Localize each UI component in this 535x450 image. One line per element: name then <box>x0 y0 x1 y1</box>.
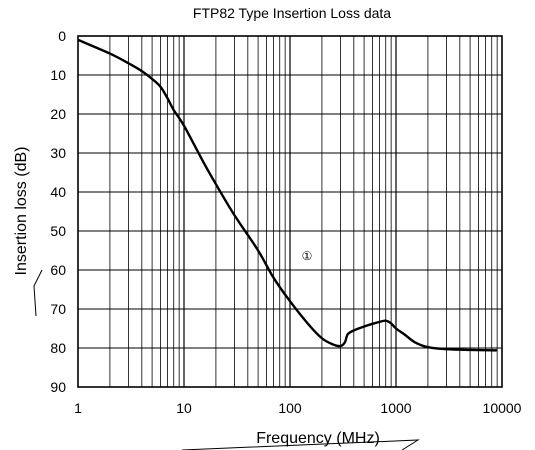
plot-area-frame <box>77 35 503 388</box>
y-tick-label: 60 <box>50 262 66 278</box>
curve-annotation: ① <box>302 249 313 263</box>
x-tick-label: 10000 <box>483 400 522 416</box>
tick-labels: 1 10 100 1000 10000 0 10 20 30 40 50 60 70 80 90 <box>50 28 521 416</box>
x-tick-label: 1000 <box>380 400 411 416</box>
y-label-swoosh <box>33 269 43 317</box>
x-tick-label: 1 <box>74 400 82 416</box>
y-tick-label: 90 <box>50 379 66 395</box>
y-axis-label: Insertion loss (dB) <box>13 147 30 276</box>
x-tick-label: 100 <box>278 400 302 416</box>
y-tick-label: 50 <box>50 223 66 239</box>
y-tick-label: 70 <box>50 301 66 317</box>
chart-title: FTP82 Type Insertion Loss data <box>193 5 391 21</box>
decorative-strokes <box>33 269 420 450</box>
y-tick-label: 30 <box>50 145 66 161</box>
y-tick-label: 0 <box>58 28 66 44</box>
series-layer <box>77 38 498 352</box>
x-tick-label: 10 <box>176 400 192 416</box>
y-tick-label: 10 <box>50 67 66 83</box>
grid-lines <box>78 36 502 387</box>
y-tick-label: 80 <box>50 340 66 356</box>
y-tick-label: 20 <box>50 106 66 122</box>
x-label-underline <box>181 439 420 450</box>
y-tick-label: 40 <box>50 184 66 200</box>
insertion-loss-curve <box>77 38 498 352</box>
